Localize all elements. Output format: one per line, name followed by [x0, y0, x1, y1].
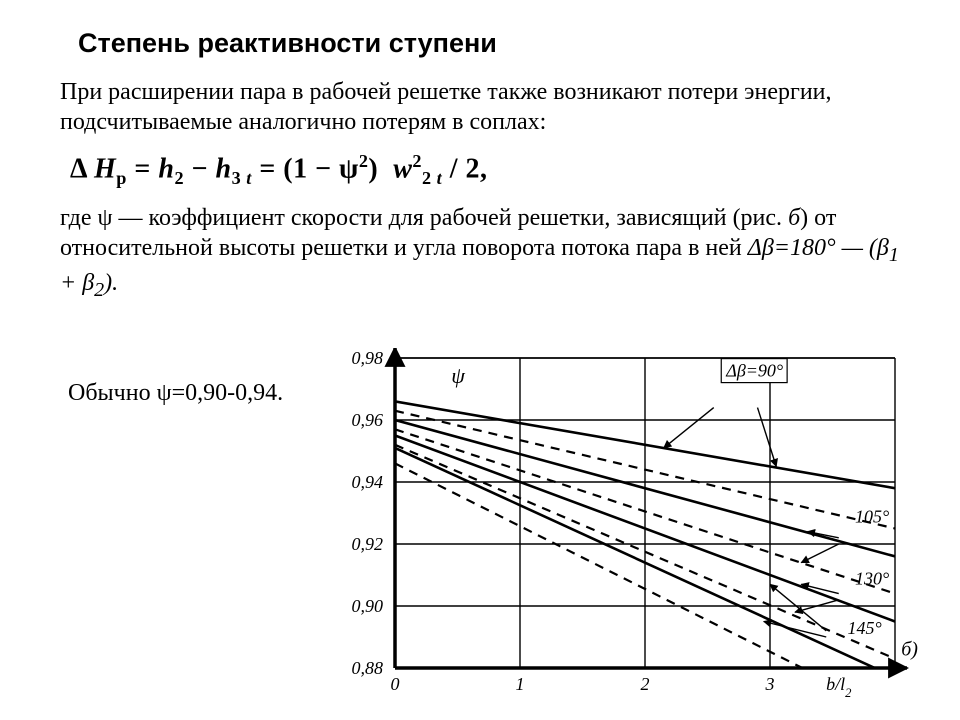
svg-text:0,92: 0,92 — [352, 534, 384, 554]
page: Степень реактивности ступени При расшире… — [0, 0, 960, 720]
svg-text:ψ: ψ — [451, 363, 465, 388]
svg-text:2: 2 — [641, 674, 650, 694]
svg-text:Δβ=90°: Δβ=90° — [725, 361, 783, 381]
svg-text:0,90: 0,90 — [352, 596, 384, 616]
formula-energy-loss: Δ Hр = h2 − h3 t = (1 − ψ2) w22 t / 2, — [70, 151, 920, 189]
psi-chart-svg: 0,88 0,90 0,92 0,94 0,96 0,98 0 1 2 3 b/l2 ψ б) Δβ=90… — [300, 348, 940, 703]
svg-text:105°: 105° — [855, 506, 889, 526]
paragraph-explain: где ψ — коэффициент скорости для рабочей… — [60, 203, 920, 303]
svg-text:1: 1 — [516, 674, 525, 694]
svg-text:3: 3 — [765, 674, 775, 694]
svg-text:0,98: 0,98 — [352, 348, 384, 368]
svg-text:б): б) — [901, 639, 918, 661]
paragraph-intro: При расширении пара в рабочей решетке та… — [60, 77, 920, 137]
svg-text:0: 0 — [391, 674, 400, 694]
svg-text:0,96: 0,96 — [352, 410, 384, 430]
psi-chart: 0,88 0,90 0,92 0,94 0,96 0,98 0 1 2 3 b/l2 ψ б) Δβ=90… — [300, 348, 940, 703]
svg-text:145°: 145° — [848, 618, 882, 638]
svg-text:b/l2: b/l2 — [826, 674, 852, 700]
svg-text:0,94: 0,94 — [352, 472, 384, 492]
psi-range-text: Обычно ψ=0,90-0,94. — [68, 380, 283, 407]
page-title: Степень реактивности ступени — [78, 28, 920, 59]
svg-text:130°: 130° — [855, 568, 889, 588]
svg-text:0,88: 0,88 — [352, 658, 384, 678]
